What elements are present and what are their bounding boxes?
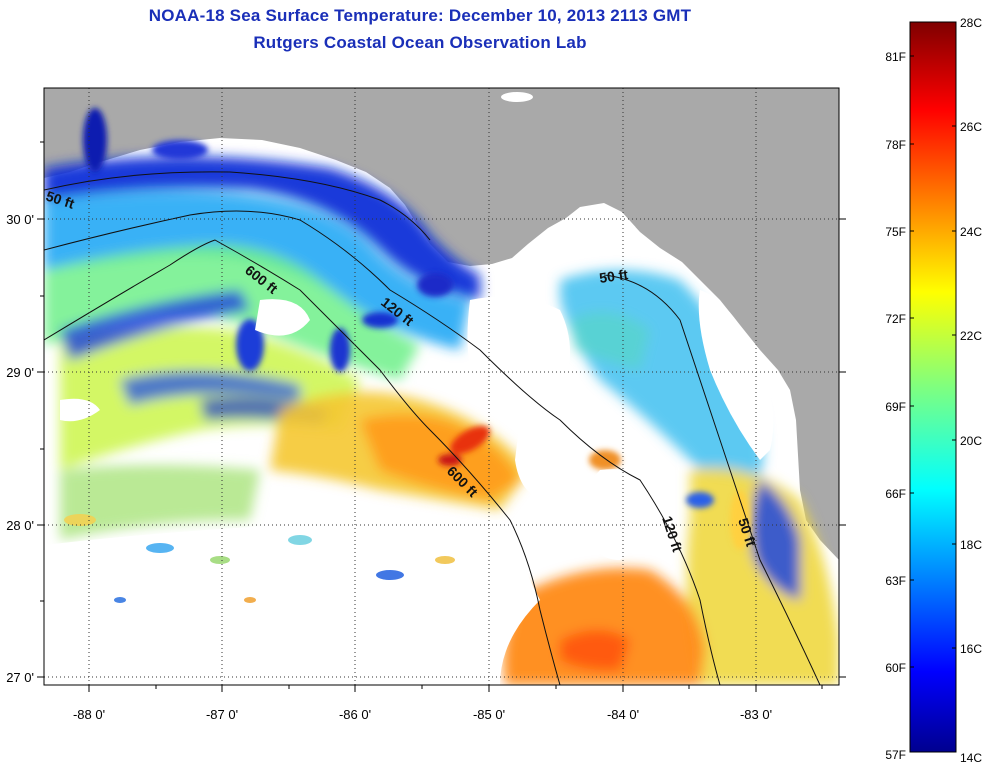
- x-tick-label: -86 0': [339, 707, 371, 722]
- y-tick-label: 29 0': [6, 365, 34, 380]
- axis-ticks: [37, 141, 846, 692]
- x-tick-label: -84 0': [607, 707, 639, 722]
- colorbar-c-label: 28C: [960, 16, 982, 30]
- colorbar-f-label: 60F: [885, 661, 906, 675]
- colorbar-ticks: [910, 55, 956, 668]
- contour-label: 50 ft: [598, 266, 629, 286]
- colorbar-c-label: 18C: [960, 538, 982, 552]
- y-axis-labels: 30 0' 29 0' 28 0' 27 0': [6, 212, 34, 685]
- land-mass: [44, 88, 839, 560]
- x-tick-label: -83 0': [740, 707, 772, 722]
- y-tick-label: 30 0': [6, 212, 34, 227]
- map-subtitle: Rutgers Coastal Ocean Observation Lab: [253, 33, 587, 52]
- colorbar-c-label: 24C: [960, 225, 982, 239]
- colorbar-f-label: 63F: [885, 574, 906, 588]
- colorbar-c-label: 26C: [960, 120, 982, 134]
- colorbar-c-label: 16C: [960, 642, 982, 656]
- x-tick-label: -85 0': [473, 707, 505, 722]
- colorbar-f-label: 78F: [885, 138, 906, 152]
- colorbar-f-label: 81F: [885, 50, 906, 64]
- map-title: NOAA-18 Sea Surface Temperature: Decembe…: [148, 6, 692, 25]
- graticule: [44, 88, 839, 685]
- colorbar-f-label: 66F: [885, 487, 906, 501]
- colorbar-fahrenheit-labels: 81F 78F 75F 72F 69F 66F 63F 60F 57F: [885, 50, 906, 762]
- colorbar-f-label: 57F: [885, 748, 906, 762]
- map-border: [43, 87, 840, 686]
- colorbar-f-label: 69F: [885, 400, 906, 414]
- bathymetry-contours: [44, 171, 821, 685]
- colorbar-c-label: 20C: [960, 434, 982, 448]
- colorbar-celsius-labels: 28C 26C 24C 22C 20C 18C 16C 14C: [960, 16, 982, 765]
- y-tick-label: 28 0': [6, 518, 34, 533]
- y-tick-label: 27 0': [6, 670, 34, 685]
- colorbar-f-label: 72F: [885, 312, 906, 326]
- x-tick-label: -87 0': [206, 707, 238, 722]
- x-axis-labels: -88 0' -87 0' -86 0' -85 0' -84 0' -83 0…: [73, 707, 772, 722]
- colorbar-c-label: 14C: [960, 751, 982, 765]
- colorbar: [909, 21, 957, 753]
- x-tick-label: -88 0': [73, 707, 105, 722]
- colorbar-f-label: 75F: [885, 225, 906, 239]
- colorbar-c-label: 22C: [960, 329, 982, 343]
